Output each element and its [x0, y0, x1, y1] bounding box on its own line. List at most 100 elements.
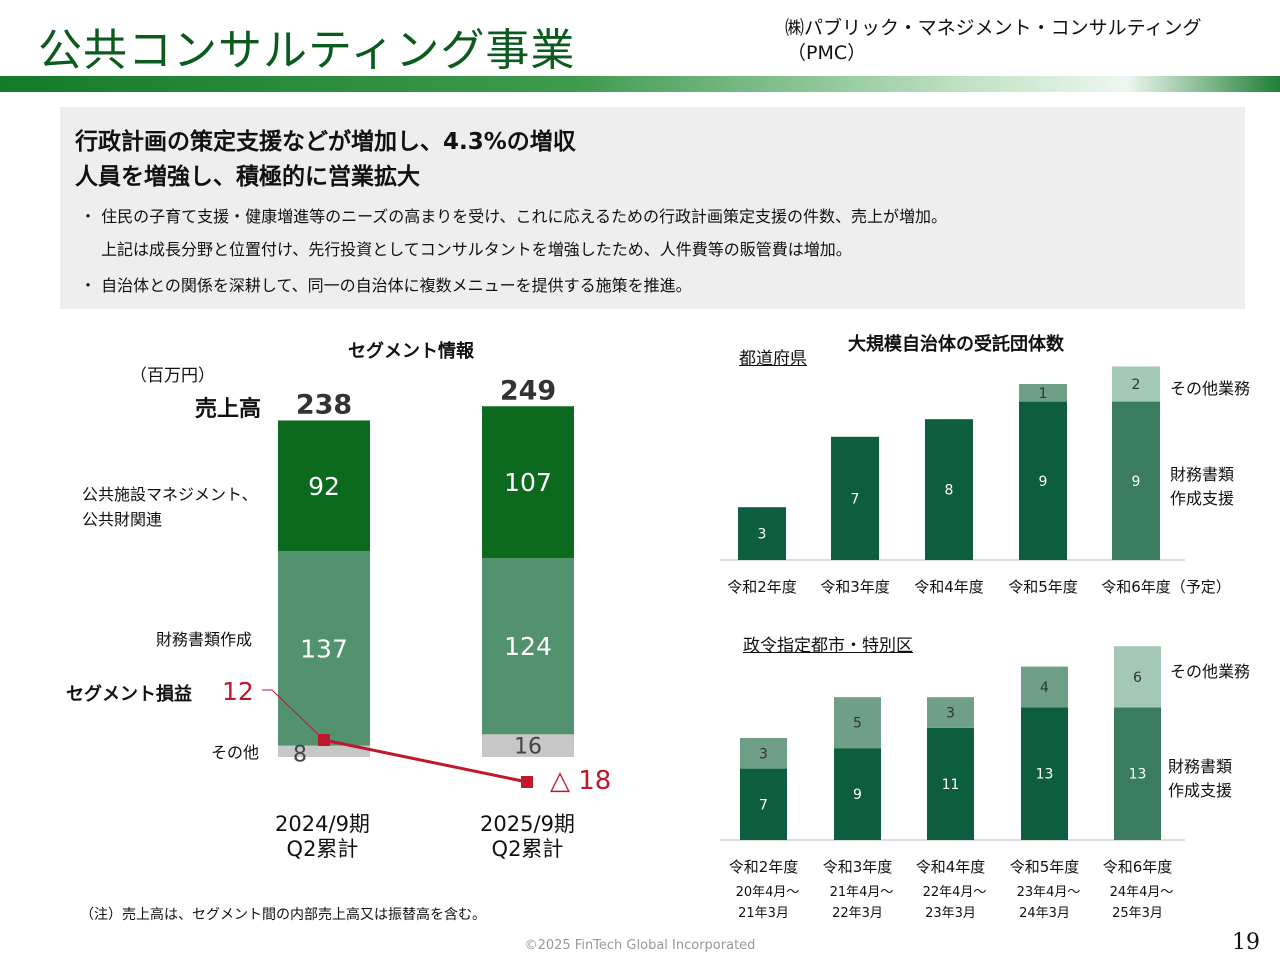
segment-profit-value: △ 18	[550, 766, 611, 796]
city-legend-main-1: 財務書類	[1168, 757, 1233, 776]
segment-bar-other-1	[482, 734, 574, 757]
count-bar-main	[740, 768, 787, 840]
company-name-line1: ㈱パブリック・マネジメント・コンサルティング	[785, 17, 1202, 39]
large-gov-chart-title: 大規模自治体の受託団体数	[848, 334, 1064, 355]
segment-value-label: 8	[293, 742, 307, 767]
segment-profit-label: セグメント損益	[66, 684, 192, 705]
segment-value-label: 92	[308, 472, 340, 501]
count-bar-main	[1019, 401, 1067, 560]
period-range-label: 23年4月～	[1017, 885, 1081, 900]
segment-bar-public-facility-1	[482, 406, 574, 559]
copyright: ©2025 FinTech Global Incorporated	[524, 938, 756, 953]
count-bar-main	[834, 748, 881, 840]
count-value-label: 2	[1132, 377, 1141, 393]
prefecture-chart: 3 令和2年度 7 令和3年度 8 令和4年度 9 1 令和5年度 9 2 令和6年度（予定）	[720, 366, 1231, 596]
footnote: （注）売上高は、セグメント間の内部売上高又は振替高を含む。	[80, 907, 486, 923]
count-bar-main	[738, 507, 786, 560]
segment-bar-other-0	[278, 745, 370, 757]
count-value-label: 4	[1040, 680, 1049, 696]
count-bar-other	[834, 697, 881, 749]
city-legend-other: その他業務	[1170, 662, 1251, 681]
company-name: ㈱パブリック・マネジメント・コンサルティング （PMC）	[785, 16, 1201, 66]
count-value-label: 1	[1039, 386, 1048, 402]
count-bar-main	[1021, 707, 1068, 840]
count-bar-main	[927, 727, 974, 840]
segment-bar-financial-docs-0	[278, 551, 370, 746]
segment-label-public-facility-2: 公共財関連	[82, 510, 163, 529]
count-bar-main	[831, 436, 879, 560]
segment-value-label: 137	[300, 634, 348, 663]
segment-profit-leader	[262, 689, 325, 741]
segment-value-label: 16	[514, 735, 542, 760]
city-chart: 7 3 令和2年度 20年4月～ 21年3月 9 5 令和3年度 21年4月～ 22年3月 11 3 令…	[720, 646, 1185, 921]
period-label-2025: 2025/9期 Q2累計	[470, 812, 585, 862]
count-bar-other	[1114, 646, 1161, 708]
segment-value-label: 107	[504, 468, 552, 497]
period-range-label: 23年3月	[925, 906, 976, 921]
count-value-label: 8	[945, 483, 954, 499]
period-range-label: 21年3月	[738, 906, 789, 921]
title-underline-bar	[0, 76, 1280, 92]
count-value-label: 3	[946, 706, 955, 722]
category-label: 令和3年度	[820, 578, 890, 596]
count-bar-main	[1112, 401, 1160, 560]
bullet-1-continued: 上記は成長分野と位置付け、先行投資としてコンサルタントを増強したため、人件費等の…	[101, 240, 852, 259]
unit-label: （百万円）	[130, 366, 215, 386]
segment-chart-title: セグメント情報	[348, 341, 474, 362]
count-value-label: 3	[759, 746, 768, 762]
bullet-1: ・ 住民の子育て支援・健康増進等のニーズの高まりを受け、これに応えるための行政計…	[80, 207, 948, 226]
pref-legend-main-2: 作成支援	[1170, 489, 1235, 508]
headline-2: 人員を増強し、積極的に営業拡大	[75, 164, 420, 190]
count-value-label: 9	[1039, 474, 1048, 490]
period-range-label: 25年3月	[1112, 906, 1163, 921]
period-label-2025-line2: Q2累計	[491, 837, 564, 861]
category-label: 令和6年度	[1103, 858, 1173, 876]
period-label-2024-line1: 2024/9期	[275, 812, 370, 836]
count-value-label: 6	[1133, 670, 1142, 686]
bullet-2: ・ 自治体との関係を深耕して、同一の自治体に複数メニューを提供する施策を推進。	[80, 276, 692, 295]
count-bar-main	[925, 419, 973, 560]
category-label: 令和4年度	[914, 578, 984, 596]
segment-label-public-facility-1: 公共施設マネジメント、	[82, 485, 258, 504]
count-bar-other	[740, 738, 787, 769]
period-range-label: 24年4月～	[1110, 885, 1174, 900]
segment-label-financial-docs: 財務書類作成	[156, 630, 253, 649]
period-range-label: 20年4月～	[736, 885, 800, 900]
company-name-line2: （PMC）	[787, 42, 867, 64]
segment-chart: 8 137 92 238 16 124 107 249 12 △ 18	[222, 375, 611, 796]
summary-box	[60, 107, 1245, 309]
count-bar-other	[1021, 666, 1068, 708]
period-range-label: 21年4月～	[830, 885, 894, 900]
period-label-2024-line2: Q2累計	[286, 837, 359, 861]
sales-label: 売上高	[195, 397, 262, 422]
headline-1: 行政計画の策定支援などが増加し、4.3%の増収	[75, 129, 576, 155]
count-bar-other	[1019, 384, 1067, 402]
segment-bar-financial-docs-1	[482, 558, 574, 735]
category-label: 令和6年度（予定）	[1101, 578, 1231, 596]
segment-profit-value: 12	[222, 677, 254, 706]
segment-total-label: 238	[296, 389, 352, 420]
pref-legend-other: その他業務	[1170, 379, 1251, 398]
count-value-label: 5	[853, 716, 862, 732]
period-range-label: 22年4月～	[923, 885, 987, 900]
page-title: 公共コンサルティング事業	[38, 25, 576, 76]
segment-label-other: その他	[211, 743, 260, 762]
category-label: 令和2年度	[727, 578, 797, 596]
category-label: 令和5年度	[1010, 858, 1080, 876]
count-value-label: 3	[758, 527, 767, 543]
city-legend-main-2: 作成支援	[1168, 781, 1233, 800]
period-range-label: 22年3月	[832, 906, 883, 921]
pref-legend-main-1: 財務書類	[1170, 465, 1235, 484]
prefecture-subtitle: 都道府県	[739, 349, 807, 369]
count-value-label: 13	[1129, 767, 1147, 783]
period-label-2025-line1: 2025/9期	[480, 812, 575, 836]
count-value-label: 9	[1132, 474, 1141, 490]
count-bar-main	[1114, 707, 1161, 840]
category-label: 令和2年度	[729, 858, 799, 876]
city-subtitle: 政令指定都市・特別区	[743, 636, 913, 656]
count-value-label: 9	[853, 787, 862, 803]
segment-total-label: 249	[500, 375, 556, 406]
period-label-2024: 2024/9期 Q2累計	[265, 812, 380, 862]
count-bar-other	[927, 697, 974, 728]
category-label: 令和3年度	[823, 858, 893, 876]
